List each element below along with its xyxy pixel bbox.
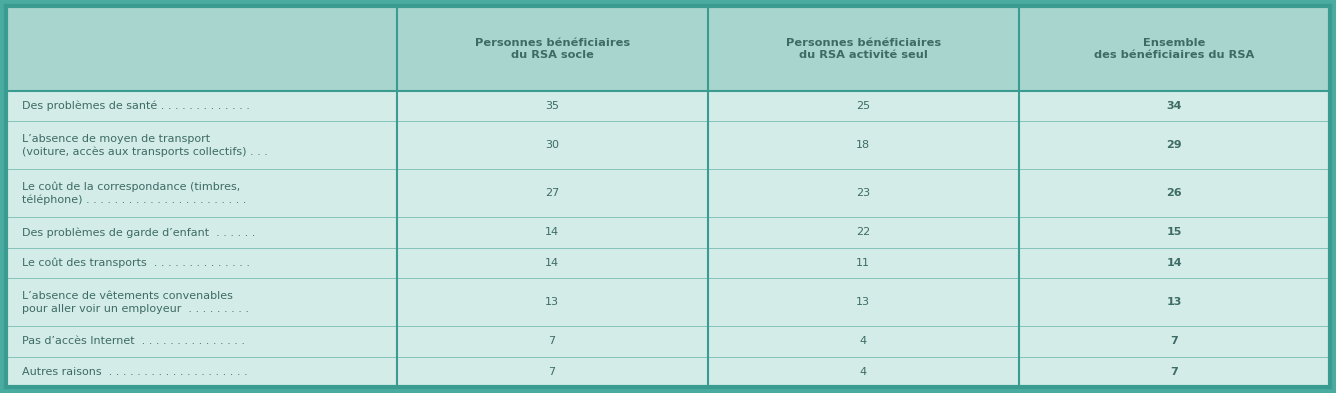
- Text: Personnes bénéficiaires: Personnes bénéficiaires: [474, 37, 629, 48]
- Text: 34: 34: [1166, 101, 1182, 111]
- Text: 4: 4: [860, 367, 867, 377]
- Text: 13: 13: [545, 297, 560, 307]
- Text: 35: 35: [545, 101, 560, 111]
- Text: Autres raisons  . . . . . . . . . . . . . . . . . . . .: Autres raisons . . . . . . . . . . . . .…: [21, 367, 247, 377]
- Text: 25: 25: [856, 101, 870, 111]
- Text: 18: 18: [856, 140, 870, 151]
- Text: Des problèmes de garde d’enfant  . . . . . .: Des problèmes de garde d’enfant . . . . …: [21, 227, 255, 238]
- Text: 30: 30: [545, 140, 560, 151]
- Text: pour aller voir un employeur  . . . . . . . . .: pour aller voir un employeur . . . . . .…: [21, 304, 248, 314]
- Text: 13: 13: [856, 297, 870, 307]
- Text: téléphone) . . . . . . . . . . . . . . . . . . . . . . .: téléphone) . . . . . . . . . . . . . . .…: [21, 195, 246, 205]
- Text: du RSA activité seul: du RSA activité seul: [799, 50, 927, 59]
- Text: Le coût des transports  . . . . . . . . . . . . . .: Le coût des transports . . . . . . . . .…: [21, 258, 250, 268]
- Text: Personnes bénéficiaires: Personnes bénéficiaires: [786, 37, 941, 48]
- Text: 11: 11: [856, 258, 870, 268]
- Text: 14: 14: [545, 258, 560, 268]
- Text: L’absence de moyen de transport: L’absence de moyen de transport: [21, 134, 210, 144]
- Text: Pas d’accès Internet  . . . . . . . . . . . . . . .: Pas d’accès Internet . . . . . . . . . .…: [21, 336, 244, 346]
- Text: 14: 14: [1166, 258, 1182, 268]
- Text: Des problèmes de santé . . . . . . . . . . . . .: Des problèmes de santé . . . . . . . . .…: [21, 101, 250, 112]
- Text: 23: 23: [856, 188, 870, 198]
- Text: (voiture, accès aux transports collectifs) . . .: (voiture, accès aux transports collectif…: [21, 147, 267, 157]
- Text: 14: 14: [545, 228, 560, 237]
- Text: 15: 15: [1166, 228, 1182, 237]
- Text: 4: 4: [860, 336, 867, 346]
- Text: Le coût de la correspondance (timbres,: Le coût de la correspondance (timbres,: [21, 182, 240, 192]
- Text: 7: 7: [549, 336, 556, 346]
- Text: 29: 29: [1166, 140, 1182, 151]
- Text: du RSA socle: du RSA socle: [510, 50, 593, 59]
- Text: L’absence de vêtements convenables: L’absence de vêtements convenables: [21, 290, 232, 301]
- Text: 26: 26: [1166, 188, 1182, 198]
- Text: 13: 13: [1166, 297, 1182, 307]
- Text: 7: 7: [1170, 367, 1178, 377]
- Text: des bénéficiaires du RSA: des bénéficiaires du RSA: [1094, 50, 1255, 59]
- Text: 27: 27: [545, 188, 560, 198]
- Text: 7: 7: [1170, 336, 1178, 346]
- Bar: [5, 91, 1331, 387]
- Text: 22: 22: [856, 228, 871, 237]
- Bar: [5, 6, 1331, 91]
- Text: 7: 7: [549, 367, 556, 377]
- Text: Ensemble: Ensemble: [1144, 37, 1205, 48]
